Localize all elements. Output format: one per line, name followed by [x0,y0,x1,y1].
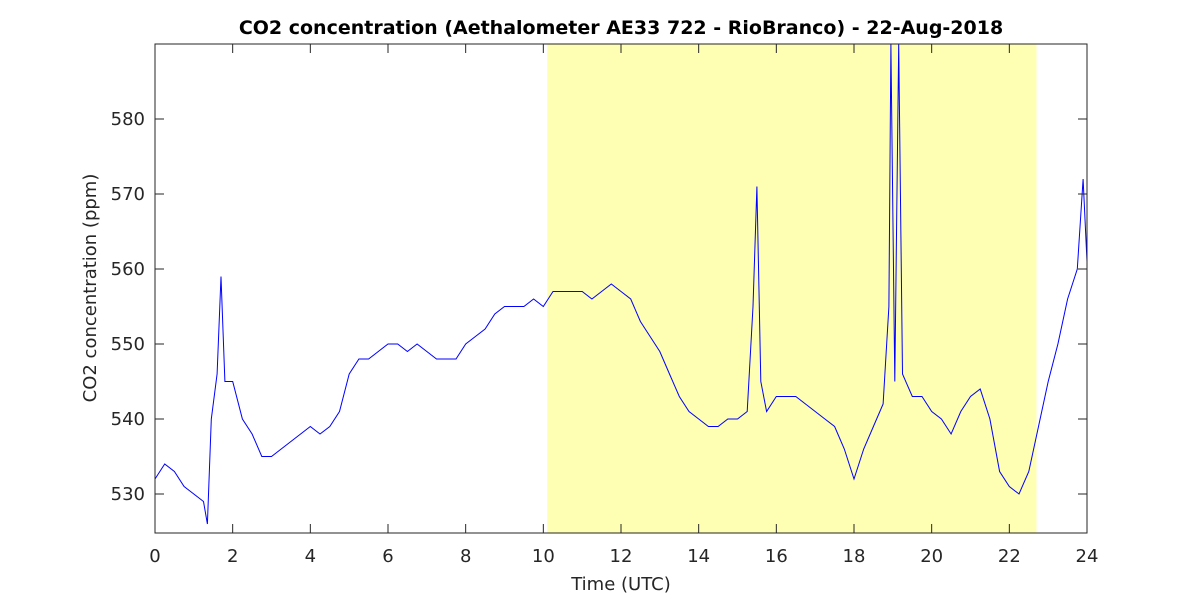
x-tick-label: 12 [610,546,633,567]
x-tick-label: 20 [920,546,943,567]
x-axis-label: Time (UTC) [570,574,671,595]
y-axis-label: CO2 concentration (ppm) [80,174,101,403]
highlight-region [547,44,1037,533]
y-tick-label: 550 [111,334,145,355]
y-tick-label: 540 [111,409,145,430]
x-tick-label: 8 [460,546,471,567]
data-line [155,44,1087,525]
x-tick-label: 10 [532,546,555,567]
x-tick-label: 18 [843,546,866,567]
x-tick-label: 16 [765,546,788,567]
x-tick-label: 22 [998,546,1021,567]
y-tick-label: 570 [111,184,145,205]
y-tick-label: 530 [111,484,145,505]
x-tick-label: 6 [382,546,393,567]
x-tick-label: 2 [227,546,238,567]
x-tick-label: 14 [687,546,710,567]
x-tick-label: 24 [1076,546,1099,567]
y-tick-label: 580 [111,109,145,130]
chart-title: CO2 concentration (Aethalometer AE33 722… [239,17,1003,39]
x-tick-label: 4 [305,546,316,567]
x-tick-label: 0 [149,546,160,567]
y-tick-label: 560 [111,259,145,280]
